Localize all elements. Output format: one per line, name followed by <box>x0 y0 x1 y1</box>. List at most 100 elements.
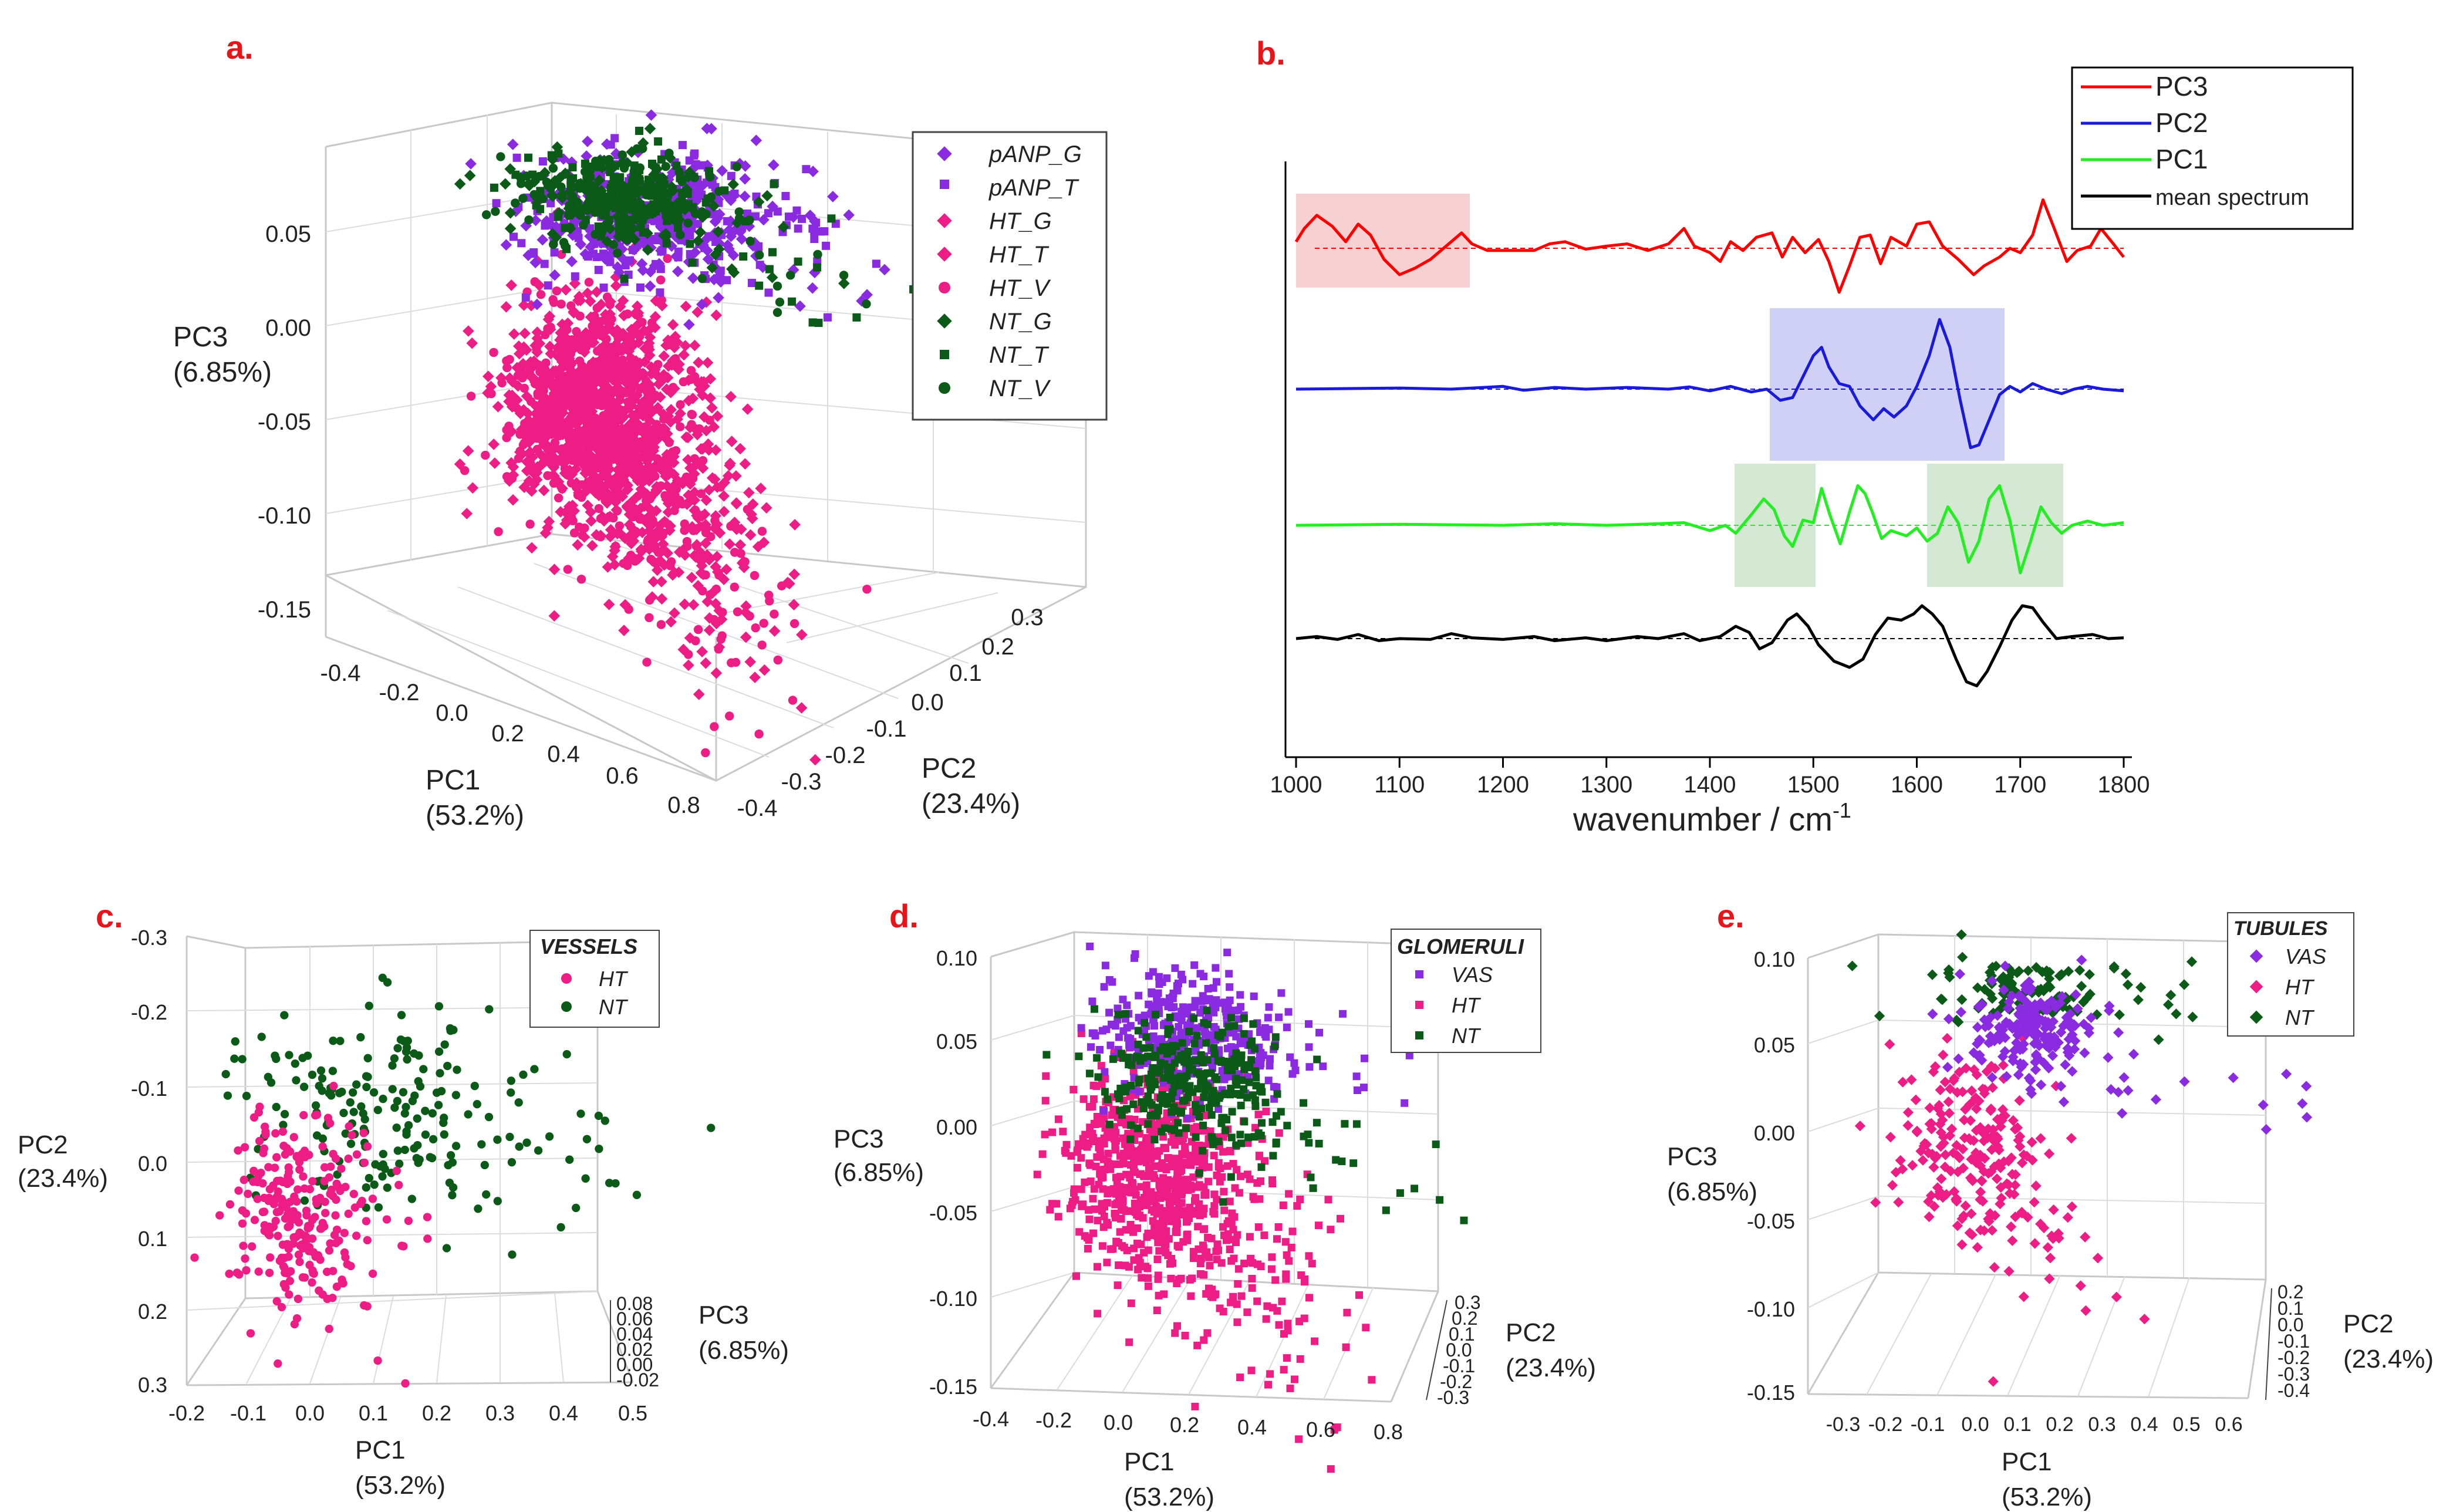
point-ht <box>368 1269 377 1278</box>
point-ht <box>603 599 615 610</box>
point-ht <box>552 476 565 488</box>
point-nt <box>413 1140 422 1150</box>
panel-c-legend-title: VESSELS <box>540 934 637 959</box>
point-ht <box>2066 1201 2077 1212</box>
point-ht <box>332 1225 342 1234</box>
point-ht <box>1337 1214 1344 1223</box>
point-nt <box>1352 1120 1361 1128</box>
point-ht <box>1248 1284 1256 1292</box>
point-nt <box>1175 1129 1183 1137</box>
point-ht <box>1282 1270 1290 1278</box>
point-ht <box>690 454 700 464</box>
point-ht <box>481 450 490 460</box>
point-ht <box>1041 1130 1049 1139</box>
point-ht <box>591 420 600 429</box>
point-ht <box>273 1176 282 1186</box>
point-ht <box>744 656 756 668</box>
point-vas <box>1927 1008 1938 1020</box>
point-ht <box>401 1379 410 1388</box>
point-ht <box>538 484 550 497</box>
point-ht <box>615 360 627 372</box>
point-ht <box>670 500 683 511</box>
point-nt <box>238 1055 247 1064</box>
point-ht <box>1042 1072 1050 1080</box>
point-nt <box>1249 1020 1257 1028</box>
point-nt <box>1271 1033 1280 1041</box>
point-ht <box>554 493 564 502</box>
point-ht <box>1155 1233 1162 1241</box>
point-ht <box>1305 1252 1313 1260</box>
point-ht <box>1893 1197 1904 1208</box>
point-panp <box>582 136 593 147</box>
point-vas <box>1954 968 1965 980</box>
point-ht <box>1291 1375 1298 1383</box>
point-vas <box>1401 1099 1409 1107</box>
point-ht <box>1283 1354 1291 1362</box>
point-ht <box>303 1221 313 1230</box>
point-ht <box>710 309 723 321</box>
point-nt <box>379 1149 387 1159</box>
point-ht <box>1200 1336 1208 1344</box>
point-ht <box>539 527 552 539</box>
point-nt <box>1300 1132 1308 1140</box>
point-ht <box>651 369 663 381</box>
point-nt <box>701 210 711 219</box>
point-vas <box>2067 1066 2078 1077</box>
point-ht <box>1210 1210 1219 1218</box>
point-nt <box>681 187 690 196</box>
point-nt <box>739 252 748 261</box>
point-nt <box>591 208 600 217</box>
point-ht <box>1154 1275 1162 1283</box>
point-ht <box>622 343 633 356</box>
point-ht <box>285 1290 293 1299</box>
point-nt <box>1211 1049 1219 1058</box>
point-nt <box>396 1035 406 1044</box>
point-nt <box>1184 1094 1192 1102</box>
point-ht <box>693 689 705 700</box>
point-ht <box>485 380 497 393</box>
point-ht <box>1355 1291 1363 1299</box>
point-ht <box>552 286 562 296</box>
point-nt <box>689 203 697 211</box>
point-ht <box>1104 1157 1112 1166</box>
point-nt <box>1240 1014 1248 1022</box>
point-nt <box>568 183 577 191</box>
point-ht <box>657 409 670 420</box>
point-nt <box>242 1092 251 1101</box>
point-ht <box>1911 1125 1922 1137</box>
point-ht <box>651 390 660 400</box>
point-ht <box>347 1130 356 1140</box>
point-ht <box>454 458 466 470</box>
point-nt <box>410 1049 419 1058</box>
point-ht <box>1988 1376 1999 1387</box>
point-ht <box>325 1246 334 1255</box>
point-nt <box>272 1102 281 1112</box>
point-nt <box>635 166 644 174</box>
point-ht <box>1178 1136 1186 1145</box>
point-ht <box>768 625 781 637</box>
point-vas <box>1288 1070 1297 1078</box>
point-panp <box>785 212 793 221</box>
point-ht <box>505 355 514 364</box>
point-nt <box>732 162 741 171</box>
point-ht <box>1296 1196 1304 1203</box>
point-ht <box>489 457 501 469</box>
point-ht <box>611 541 620 551</box>
point-panp <box>723 276 731 285</box>
point-ht <box>1138 1153 1146 1161</box>
point-ht <box>559 518 571 530</box>
point-nt <box>1144 1120 1152 1128</box>
point-vas <box>1200 997 1208 1005</box>
point-ht <box>610 271 622 283</box>
point-ht <box>1271 1276 1280 1284</box>
point-nt <box>2187 1011 2198 1022</box>
point-nt <box>2108 963 2120 974</box>
panel-c-legend-marker-ht <box>561 973 572 984</box>
point-ht <box>259 1144 269 1153</box>
point-panp <box>566 255 578 268</box>
point-ht <box>668 457 680 468</box>
point-ht <box>572 539 583 551</box>
point-ht <box>1279 1202 1287 1209</box>
point-ht <box>622 484 633 495</box>
